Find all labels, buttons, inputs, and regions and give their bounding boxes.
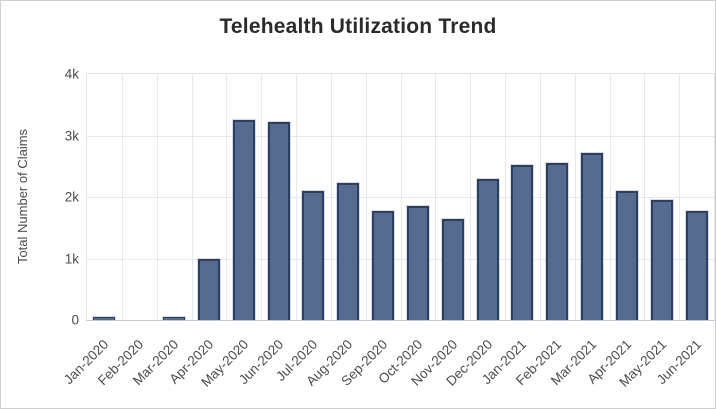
x-gridline: [261, 74, 263, 320]
x-gridline: [156, 74, 158, 320]
x-gridline: [539, 74, 541, 320]
bar-aug-2020: [337, 182, 360, 320]
x-gridline: [574, 74, 576, 320]
bar-may-2020: [232, 120, 255, 320]
y-tick-label: 4k: [64, 66, 79, 82]
x-gridline: [365, 74, 367, 320]
x-gridline: [330, 74, 332, 320]
bar-jun-2021: [685, 210, 708, 320]
x-gridline: [505, 74, 506, 320]
bar-may-2021: [650, 200, 673, 320]
x-gridline: [609, 74, 611, 320]
x-gridline: [226, 74, 228, 320]
y-tick-label: 1k: [64, 251, 79, 266]
y-axis-title: Total Number of Claims: [13, 73, 33, 319]
x-gridline: [679, 74, 681, 320]
bar-apr-2021: [615, 191, 638, 320]
y-axis-title-text: Total Number of Claims: [15, 128, 31, 264]
bar-dec-2020: [476, 178, 499, 320]
bar-mar-2021: [581, 152, 604, 320]
x-gridline: [121, 74, 123, 320]
x-gridline: [470, 74, 472, 320]
chart-title: Telehealth Utilization Trend: [219, 15, 497, 38]
bar-feb-2021: [546, 163, 569, 320]
bar-jun-2020: [267, 121, 290, 320]
bar-sep-2020: [372, 210, 395, 320]
x-gridline: [644, 74, 646, 320]
bar-mar-2020: [163, 316, 186, 320]
bar-jul-2020: [302, 190, 325, 320]
bar-apr-2020: [197, 258, 220, 320]
x-gridline: [435, 74, 437, 320]
y-tick-label: 2k: [64, 189, 79, 205]
x-gridline: [296, 74, 297, 320]
bar-jan-2020: [93, 317, 116, 320]
bar-jan-2021: [511, 165, 534, 320]
bar-oct-2020: [406, 206, 429, 320]
y-tick-label: 3k: [64, 128, 79, 143]
x-gridline: [191, 74, 193, 320]
bar-nov-2020: [441, 219, 464, 320]
plot-area: 0 1k 2k 3k 4k Jan-2020 Feb-2020 Mar-2020 Apr-202…: [61, 67, 715, 390]
y-tick-label: 0: [71, 312, 79, 328]
x-gridline: [400, 74, 402, 320]
